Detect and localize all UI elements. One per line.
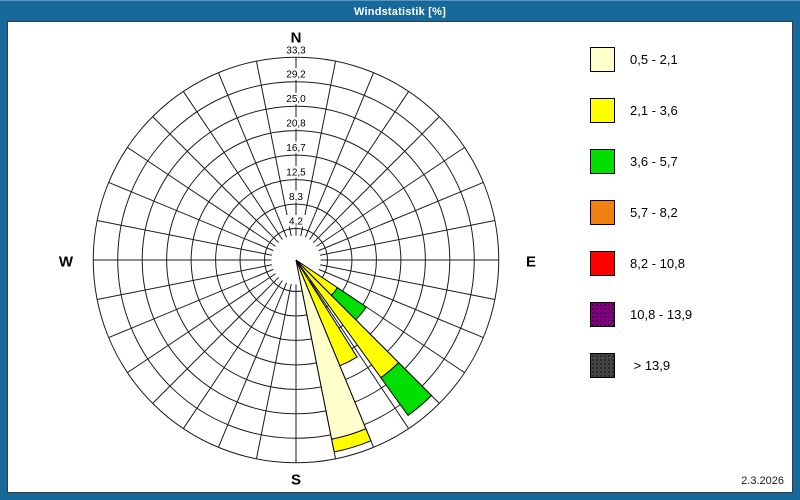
grid-spoke (97, 264, 273, 301)
date-label: 2.3.2026 (741, 475, 784, 487)
ring-label-bg (283, 117, 309, 129)
legend-item: 5,7 - 8,2 (590, 200, 692, 225)
legend-swatch (590, 200, 615, 225)
window-title: Windstatistik [%] (354, 5, 446, 18)
ring-label: 16,7 (286, 143, 306, 154)
legend-item-label: 3,6 - 5,7 (630, 154, 678, 169)
legend-item-label: 5,7 - 8,2 (630, 205, 678, 220)
window-titlebar: Windstatistik [%] (0, 0, 800, 22)
ring-label-bg (285, 215, 307, 227)
grid-spoke (318, 268, 484, 339)
legend-item: 10,8 - 13,9 (590, 302, 692, 327)
legend-item-label: 0,5 - 2,1 (630, 52, 678, 67)
legend-item: 2,1 - 3,6 (590, 98, 692, 123)
legend-item-label: 8,2 - 10,8 (630, 256, 685, 271)
grid-spoke (309, 91, 410, 240)
grid-spoke (319, 264, 495, 301)
grid-spoke (108, 268, 274, 339)
grid-spoke (217, 72, 288, 238)
grid-spoke (304, 72, 375, 238)
compass-label-east: E (525, 253, 537, 271)
windrose-chart: 4,2 8,3 12,5 16,7 20,8 25,0 29,2 33,3 (92, 43, 500, 464)
ring-label: 25,0 (286, 94, 306, 105)
ring-label: 29,2 (286, 70, 306, 81)
grid-spoke (127, 273, 276, 374)
legend-swatch (590, 47, 615, 72)
legend-swatch (590, 251, 615, 276)
compass-label-south: S (290, 471, 302, 489)
legend-swatch (590, 353, 615, 378)
grid-spoke (300, 61, 337, 237)
legend-item: 0,5 - 2,1 (590, 47, 692, 72)
ring-label-bg (283, 43, 309, 56)
grid-spoke (255, 61, 292, 237)
legend-item-label: 10,8 - 13,9 (630, 307, 693, 322)
ring-label: 33,3 (286, 45, 306, 56)
grid-spoke (318, 181, 484, 252)
grid-spoke (316, 146, 465, 247)
grid-spoke (127, 146, 276, 247)
ring-label-bg (283, 68, 309, 80)
legend-item: > 13,9 (590, 353, 692, 378)
legend-swatch (590, 302, 615, 327)
legend: 0,5 - 2,1 2,1 - 3,6 3,6 - 5,7 5,7 - 8,2 8,2 … (590, 47, 692, 404)
grid-spoke (309, 280, 410, 429)
grid-spoke (319, 219, 495, 256)
compass-label-north: N (290, 29, 302, 47)
grid-spoke (312, 116, 440, 244)
ring-label-bg (283, 166, 309, 178)
ring-label: 20,8 (286, 119, 306, 130)
legend-item: 3,6 - 5,7 (590, 149, 692, 174)
legend-item: 8,2 - 10,8 (590, 251, 692, 276)
grid-spoke (182, 280, 283, 429)
ring-label-bg (285, 190, 307, 203)
grid-spoke (152, 276, 280, 404)
ring-label: 12,5 (286, 168, 306, 179)
legend-item-label: > 13,9 (630, 358, 671, 373)
ring-label: 4,2 (289, 217, 303, 228)
legend-item-label: 2,1 - 3,6 (630, 103, 678, 118)
grid-spoke (97, 219, 273, 256)
legend-swatch (590, 149, 615, 174)
grid-spoke (182, 91, 283, 240)
legend-swatch (590, 98, 615, 123)
grid-spoke (255, 283, 292, 459)
grid-spoke (217, 282, 288, 448)
grid-spoke (152, 116, 280, 244)
ring-label: 8,3 (289, 192, 303, 203)
ring-label-bg (283, 92, 309, 105)
chart-panel: 4,2 8,3 12,5 16,7 20,8 25,0 29,2 33,3 N E S W 0… (7, 21, 793, 493)
wedge-segment (331, 428, 372, 453)
ring-label-bg (283, 141, 309, 154)
grid-spoke (108, 181, 274, 252)
wedge-segment (380, 361, 433, 417)
compass-label-west: W (58, 253, 74, 271)
